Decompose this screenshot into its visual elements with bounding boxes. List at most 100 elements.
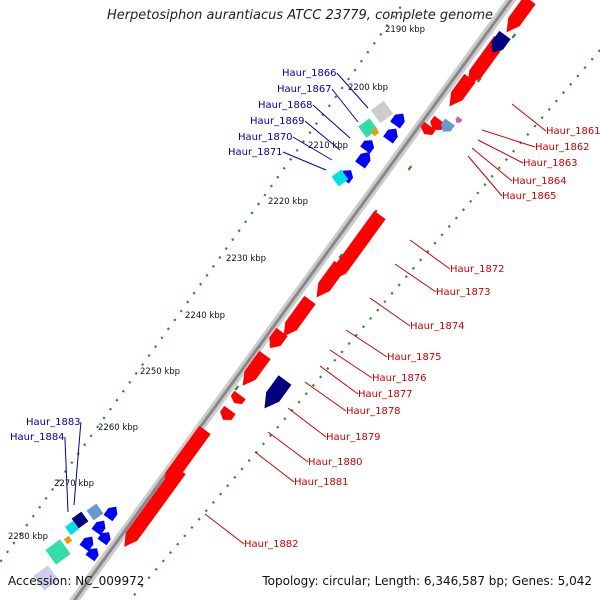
forward-gene-label: Haur_1882 xyxy=(244,539,299,550)
forward-label-leader xyxy=(477,139,524,164)
inner-tick-dot xyxy=(211,500,215,504)
outer-tick-dot xyxy=(211,264,215,268)
inner-tick-dot xyxy=(454,216,458,220)
inner-tick-dot xyxy=(526,132,530,137)
inner-tick-dot xyxy=(361,325,366,329)
forward-gene-arrow xyxy=(449,73,476,107)
reverse-label-leader xyxy=(331,88,359,123)
outer-tick-dot xyxy=(128,380,132,384)
outer-tick-dot xyxy=(359,59,363,63)
inner-tick-dot xyxy=(511,149,516,153)
forward-label-leader xyxy=(329,349,373,379)
genome-backbone xyxy=(68,0,517,600)
inner-tick-dot xyxy=(233,475,237,479)
outer-tick-dot xyxy=(385,23,389,28)
forward-label-leader xyxy=(345,329,388,358)
inner-tick-dot xyxy=(354,333,358,337)
colored-gene-block xyxy=(440,118,455,132)
reverse-gene-arrow xyxy=(103,506,118,522)
inner-tick-dot xyxy=(226,484,230,488)
inner-tick-dot xyxy=(283,417,287,421)
forward-label-leader xyxy=(409,239,451,270)
reverse-gene-arrow xyxy=(360,140,375,154)
outer-tick-dot xyxy=(108,407,113,411)
outer-tick-dot xyxy=(115,398,119,402)
forward-label-leader xyxy=(304,381,347,412)
inner-tick-dot xyxy=(261,442,265,446)
colored-gene-block xyxy=(491,30,511,53)
inner-tick-dot xyxy=(140,584,144,588)
outer-tick-dot xyxy=(379,32,383,36)
inner-tick-dot xyxy=(590,57,594,61)
colored-gene-block xyxy=(455,116,463,123)
outer-tick-dot xyxy=(0,559,3,563)
inner-tick-dot xyxy=(161,559,165,563)
reverse-label-leader xyxy=(73,421,82,506)
inner-tick-dot xyxy=(404,275,408,279)
inner-tick-dot xyxy=(554,99,558,103)
forward-label-leader xyxy=(319,365,359,395)
colored-gene-block xyxy=(65,521,79,535)
outer-tick-dot xyxy=(398,6,402,10)
reverse-label-leader xyxy=(336,72,369,109)
inner-tick-dot xyxy=(218,492,223,496)
forward-gene-arrow xyxy=(269,327,288,349)
reverse-gene-arrow xyxy=(85,548,99,562)
inner-tick-dot xyxy=(547,107,551,111)
inner-tick-dot xyxy=(183,534,187,538)
inner-tick-dot xyxy=(440,233,444,237)
outer-tick-dot xyxy=(366,50,370,54)
forward-label-leader xyxy=(369,297,411,327)
outer-tick-dot xyxy=(141,362,145,367)
inner-tick-dot xyxy=(461,208,466,212)
inner-tick-dot xyxy=(247,459,251,463)
inner-tick-dot xyxy=(133,592,137,596)
outer-tick-dot xyxy=(179,309,183,313)
inner-tick-dot xyxy=(269,433,273,438)
outer-tick-dot xyxy=(244,220,248,224)
outer-tick-dot xyxy=(173,318,177,322)
tick-label: 2240 kbp xyxy=(185,311,225,321)
reverse-gene-arrow xyxy=(91,520,106,536)
tick-label: 2230 kbp xyxy=(226,254,266,264)
outer-tick-dot xyxy=(102,416,106,420)
forward-gene-label: Haur_1872 xyxy=(450,264,505,275)
inner-tick-dot xyxy=(504,157,508,162)
forward-label-leader xyxy=(511,103,547,132)
inner-tick-dot xyxy=(176,542,180,546)
forward-label-leader xyxy=(471,147,513,182)
inner-tick-dot xyxy=(311,383,315,387)
outer-tick-dot xyxy=(340,86,344,90)
outer-tick-dot xyxy=(153,345,158,349)
outer-tick-dot xyxy=(353,68,357,72)
forward-gene-label: Haur_1875 xyxy=(387,352,442,363)
tick-label: 2280 kbp xyxy=(8,532,48,542)
reverse-gene-arrow xyxy=(383,128,398,144)
inner-tick-dot xyxy=(447,224,451,229)
inner-tick-dot xyxy=(297,400,301,404)
inner-tick-dot xyxy=(333,358,337,362)
outer-tick-dot xyxy=(269,184,273,188)
colored-gene-block xyxy=(45,539,71,565)
outer-tick-dot xyxy=(83,443,87,447)
forward-gene-arrow xyxy=(230,390,246,404)
colored-gene-block xyxy=(33,565,59,591)
inner-tick-dot xyxy=(533,124,537,128)
forward-gene-label: Haur_1878 xyxy=(346,406,401,417)
forward-gene-label: Haur_1861 xyxy=(546,126,600,137)
inner-tick-dot xyxy=(369,316,373,320)
inner-tick-dot xyxy=(197,517,201,521)
tick-label: 2270 kbp xyxy=(54,479,94,489)
reverse-gene-label: Haur_1867 xyxy=(277,84,332,95)
backbone-line xyxy=(72,0,513,600)
outer-tick-dot xyxy=(289,157,293,161)
outer-tick-dot xyxy=(327,104,331,108)
reverse-label-leader xyxy=(64,436,69,513)
gene-labels: Haur_1866 Haur_1867 Haur_1868 Haur_1869 Haur… xyxy=(10,68,600,550)
forward-label-leader xyxy=(254,451,295,483)
tick-label: 2250 kbp xyxy=(140,367,180,377)
forward-label-leader xyxy=(204,513,245,545)
outer-tick-dot xyxy=(96,425,100,429)
outer-tick-dot xyxy=(231,238,235,242)
